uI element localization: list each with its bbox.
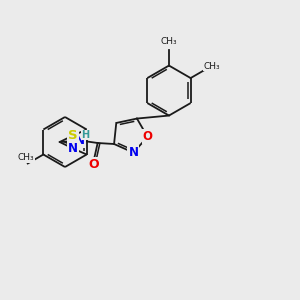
Text: H: H bbox=[82, 130, 90, 140]
Text: N: N bbox=[68, 142, 78, 155]
Text: N: N bbox=[75, 134, 85, 148]
Text: CH₃: CH₃ bbox=[203, 61, 220, 70]
Text: N: N bbox=[128, 146, 138, 159]
Text: O: O bbox=[88, 158, 99, 170]
Text: CH₃: CH₃ bbox=[161, 37, 177, 46]
Text: O: O bbox=[142, 130, 153, 143]
Text: S: S bbox=[68, 129, 78, 142]
Text: CH₃: CH₃ bbox=[17, 154, 34, 163]
